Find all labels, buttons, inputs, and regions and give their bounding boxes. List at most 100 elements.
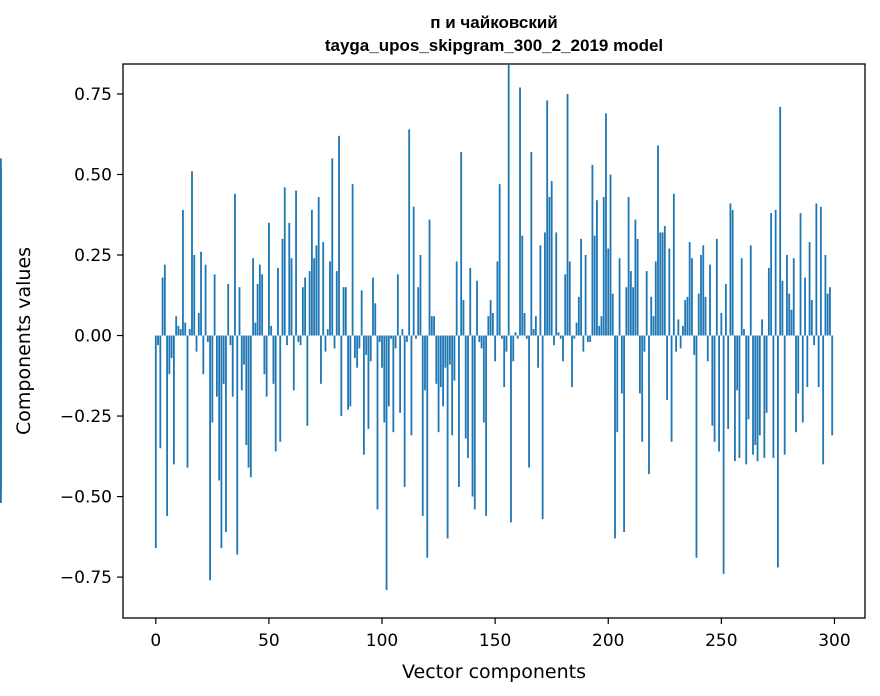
bar — [650, 296, 653, 336]
bar — [770, 213, 773, 336]
bar — [225, 335, 227, 532]
bar — [697, 293, 700, 336]
bar — [381, 335, 383, 368]
bar — [598, 325, 601, 336]
bar — [774, 209, 777, 336]
bar — [700, 255, 702, 336]
x-tick-label: 150 — [479, 631, 511, 651]
bar — [629, 271, 632, 336]
bar — [491, 312, 494, 336]
bar — [713, 335, 716, 442]
plot-frame — [122, 63, 866, 619]
bar — [213, 274, 216, 336]
bar — [819, 206, 822, 336]
bar — [406, 335, 408, 342]
bar — [252, 258, 254, 336]
bar — [779, 106, 782, 336]
bar — [396, 274, 399, 336]
bar — [743, 329, 745, 336]
bar — [331, 158, 334, 336]
bar — [543, 232, 546, 336]
bar — [686, 296, 689, 336]
bar — [661, 232, 664, 336]
x-tick-label: 300 — [818, 631, 850, 651]
bar — [206, 335, 209, 342]
bar — [763, 335, 766, 458]
bar — [430, 316, 433, 336]
bar — [537, 335, 540, 368]
bar — [534, 316, 537, 336]
bar — [718, 335, 720, 452]
bar — [417, 287, 420, 336]
bar — [378, 335, 381, 342]
bar — [702, 245, 705, 336]
bar — [494, 335, 497, 362]
bar — [611, 293, 614, 336]
bar — [274, 335, 277, 452]
bar — [0, 280, 2, 336]
bar — [157, 335, 159, 346]
bar — [437, 335, 440, 433]
bar — [503, 335, 506, 388]
bar — [627, 197, 630, 336]
bar — [562, 335, 564, 362]
bar — [525, 335, 528, 339]
x-tick-label: 0 — [150, 631, 161, 651]
bar — [582, 335, 585, 352]
bar — [351, 184, 354, 336]
bar — [172, 335, 175, 465]
bar — [444, 335, 447, 368]
bar — [290, 258, 293, 336]
bar — [385, 335, 388, 590]
bar — [808, 242, 811, 336]
bar — [258, 264, 261, 336]
bar — [401, 329, 404, 336]
bar — [831, 335, 834, 436]
bar — [268, 222, 270, 336]
bar — [648, 335, 650, 475]
bar — [451, 335, 454, 436]
bar — [288, 222, 291, 336]
y-tick-label: −0.25 — [60, 407, 112, 427]
bar — [824, 255, 827, 336]
bar — [781, 280, 784, 336]
bar — [360, 290, 363, 336]
bar — [0, 335, 2, 423]
y-axis-ticks: −0.75 −0.50 −0.25 0.00 0.25 0.50 0.75 — [60, 85, 123, 588]
bar — [261, 274, 264, 336]
bar — [403, 335, 406, 487]
bar — [507, 64, 510, 336]
bar — [754, 335, 757, 446]
bar — [442, 335, 445, 407]
bar — [471, 335, 474, 497]
bar — [749, 245, 752, 336]
bar — [335, 271, 338, 336]
bar — [399, 335, 402, 413]
bar — [557, 332, 560, 336]
bar — [453, 335, 456, 381]
bar — [467, 335, 469, 458]
bar — [428, 219, 431, 336]
bar — [801, 335, 804, 423]
bar — [304, 277, 307, 336]
y-tick-label: 0.25 — [74, 246, 112, 266]
y-tick-label: −0.75 — [60, 568, 112, 588]
bar — [822, 335, 825, 465]
bar — [688, 242, 691, 336]
bar — [476, 280, 478, 336]
bar — [410, 335, 413, 436]
bar — [609, 174, 612, 336]
bar — [706, 335, 709, 362]
bar — [679, 335, 682, 349]
bar — [693, 335, 696, 355]
bar — [620, 335, 623, 394]
bar — [605, 113, 607, 336]
bar — [616, 335, 619, 433]
bar — [790, 309, 793, 336]
bar — [668, 248, 671, 336]
bar — [193, 255, 196, 336]
bar — [566, 93, 569, 336]
chart-subtitle: tayga_upos_skipgram_300_2_2019 model — [325, 36, 663, 55]
bar — [602, 197, 605, 336]
